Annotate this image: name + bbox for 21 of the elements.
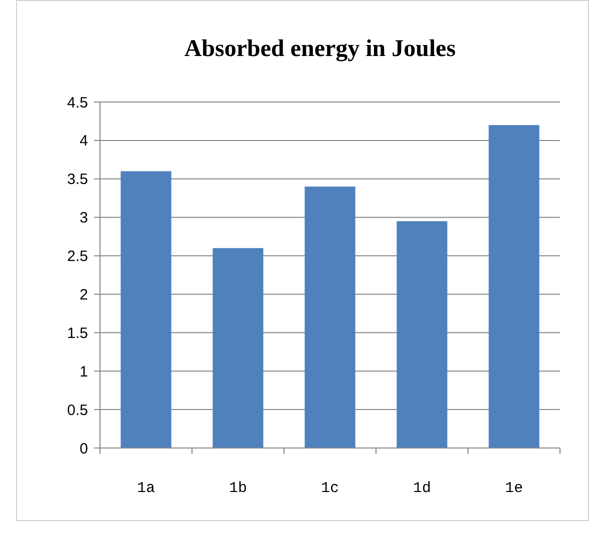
- x-tick-label: 1a: [136, 480, 156, 497]
- y-tick-label: 0: [80, 440, 88, 458]
- bar: [488, 125, 540, 448]
- x-tick-label: 1c: [320, 480, 340, 497]
- x-tick-label: 1d: [412, 480, 432, 497]
- y-tick-label: 4: [80, 132, 88, 150]
- bar: [212, 248, 264, 448]
- bar: [304, 186, 356, 448]
- bar: [396, 221, 448, 448]
- y-tick-label: 3.5: [67, 171, 88, 188]
- bar: [120, 171, 172, 448]
- y-tick-label: 3: [80, 210, 88, 227]
- y-tick-label: 2.5: [67, 248, 88, 266]
- x-tick-label: 1b: [228, 480, 248, 497]
- y-tick-label: 0.5: [67, 402, 88, 419]
- x-tick-label: 1e: [504, 480, 524, 497]
- y-tick-label: 2: [80, 286, 88, 304]
- chart-title: Absorbed energy in Joules: [184, 36, 456, 62]
- y-tick-label: 1.5: [67, 324, 88, 342]
- y-tick-label: 1: [80, 363, 88, 380]
- y-tick-label: 4.5: [67, 94, 88, 112]
